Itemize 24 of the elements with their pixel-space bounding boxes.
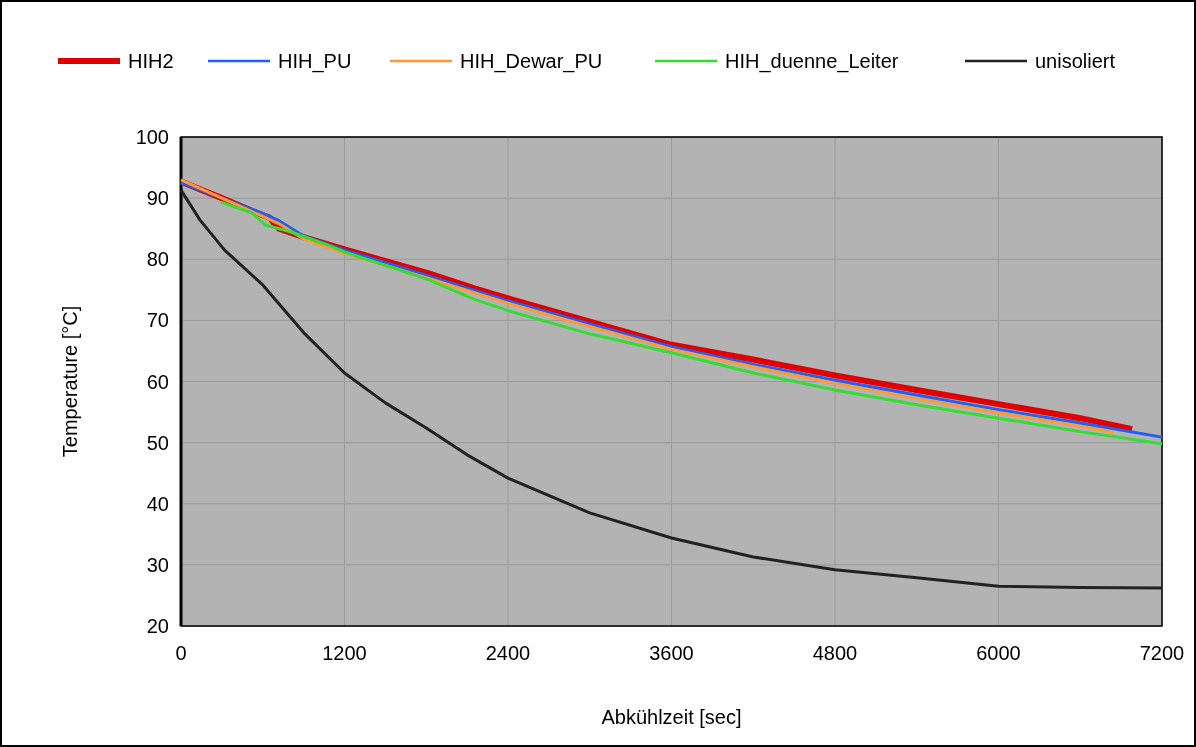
legend-label: unisoliert	[1035, 50, 1116, 72]
y-tick-label: 90	[146, 187, 169, 210]
y-tick-label: 70	[146, 309, 169, 332]
y-tick-label: 40	[146, 492, 169, 515]
y-tick-label: 80	[146, 248, 169, 271]
legend-label: HIH_duenne_Leiter	[725, 50, 899, 73]
x-axis-title: Abkühlzeit [sec]	[601, 706, 742, 728]
y-axis-title: Temperature [°C]	[59, 305, 81, 458]
x-tick-label: 6000	[976, 642, 1021, 664]
legend-label: HIH_PU	[278, 50, 352, 73]
legend-label: HIH2	[128, 50, 174, 72]
x-tick-label: 7200	[1139, 642, 1185, 664]
x-tick-label: 2400	[485, 642, 531, 664]
y-tick-label: 30	[146, 553, 169, 576]
y-tick-label: 60	[146, 370, 169, 393]
y-tick-label: 20	[146, 615, 169, 637]
x-tick-label: 3600	[649, 642, 694, 664]
legend-label: HIH_Dewar_PU	[460, 50, 603, 73]
line-series	[179, 188, 1164, 590]
y-tick-label: 50	[146, 431, 169, 454]
x-tick-label: 1200	[322, 642, 367, 664]
y-tick-label: 100	[135, 126, 169, 148]
x-tick-label: 4800	[812, 642, 858, 664]
x-tick-label: 0	[175, 642, 187, 664]
